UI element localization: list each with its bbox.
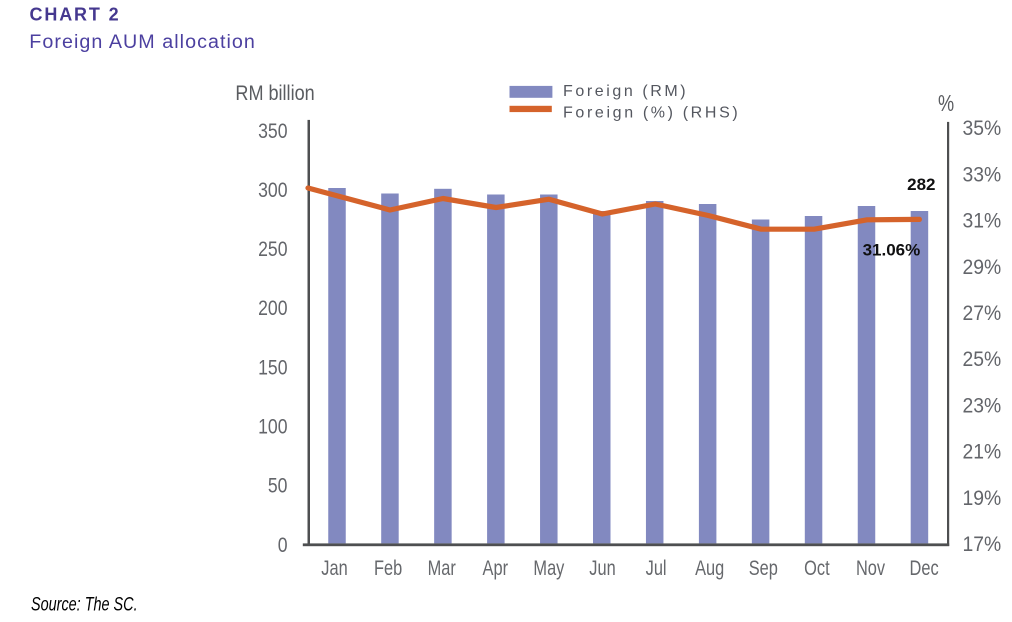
svg-text:33%: 33%: [963, 162, 1002, 186]
svg-text:Feb: Feb: [374, 556, 402, 579]
svg-text:Source: The SC.: Source: The SC.: [31, 592, 138, 615]
svg-text:35%: 35%: [963, 116, 1002, 140]
svg-text:150: 150: [258, 356, 287, 380]
svg-text:Foreign AUM allocation: Foreign AUM allocation: [29, 31, 256, 53]
svg-text:Aug: Aug: [695, 556, 724, 579]
svg-text:Nov: Nov: [856, 556, 886, 579]
svg-text:31%: 31%: [963, 209, 1002, 233]
svg-text:25%: 25%: [963, 347, 1002, 371]
svg-text:23%: 23%: [963, 394, 1002, 418]
svg-text:Dec: Dec: [910, 556, 939, 579]
svg-text:Oct: Oct: [804, 556, 830, 579]
svg-text:29%: 29%: [963, 255, 1002, 279]
svg-text:21%: 21%: [963, 440, 1002, 464]
svg-text:Foreign (RM): Foreign (RM): [563, 83, 686, 100]
svg-text:250: 250: [258, 238, 287, 262]
svg-text:282: 282: [907, 175, 935, 194]
svg-text:100: 100: [258, 415, 287, 439]
svg-text:Sep: Sep: [749, 556, 778, 579]
svg-text:RM billion: RM billion: [235, 82, 314, 106]
svg-text:200: 200: [258, 297, 287, 321]
svg-text:31.06%: 31.06%: [863, 240, 921, 259]
svg-text:0: 0: [278, 533, 288, 557]
svg-text:350: 350: [258, 119, 287, 143]
svg-text:CHART 2: CHART 2: [30, 5, 121, 25]
svg-text:Jul: Jul: [646, 556, 667, 579]
svg-text:50: 50: [268, 474, 288, 498]
svg-text:%: %: [938, 91, 954, 117]
svg-text:300: 300: [258, 178, 287, 202]
svg-text:17%: 17%: [963, 532, 1002, 556]
svg-text:27%: 27%: [963, 301, 1002, 325]
svg-text:Foreign (%) (RHS): Foreign (%) (RHS): [563, 105, 738, 122]
svg-text:Mar: Mar: [428, 556, 456, 579]
svg-text:Jun: Jun: [589, 556, 615, 579]
svg-text:Jan: Jan: [321, 556, 347, 579]
svg-text:May: May: [533, 556, 564, 579]
svg-text:19%: 19%: [963, 486, 1002, 510]
svg-text:Apr: Apr: [483, 556, 508, 579]
